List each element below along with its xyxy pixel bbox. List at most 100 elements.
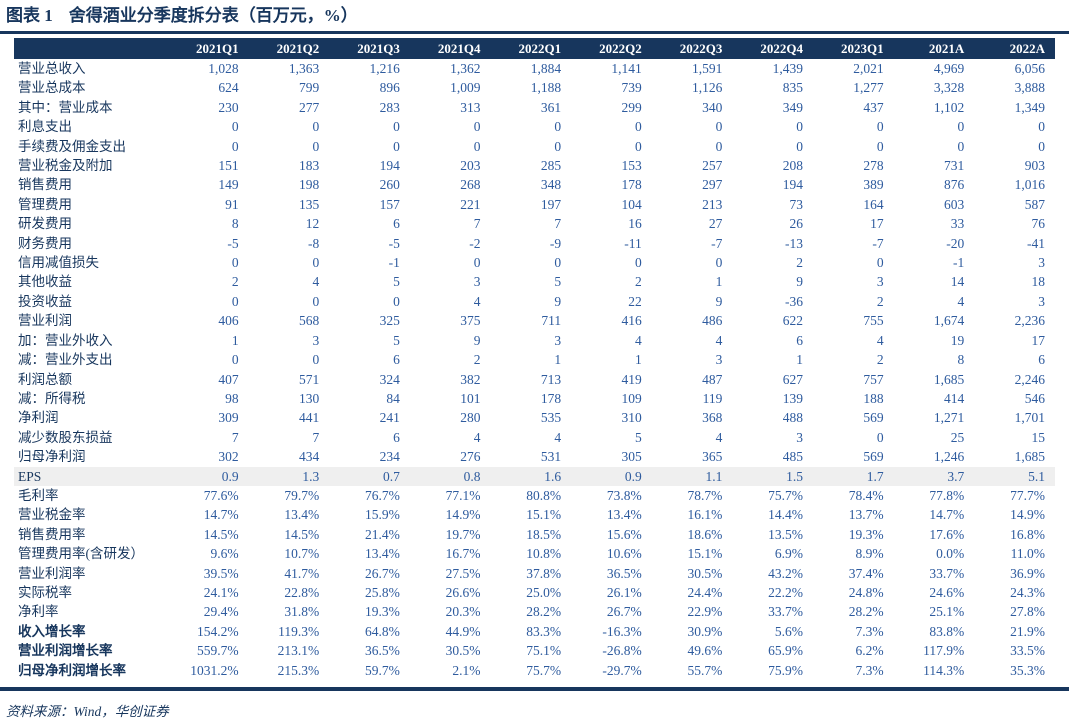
data-cell: 35.3% <box>1010 662 1045 678</box>
data-cell: 375 <box>460 313 481 329</box>
data-cell: 77.7% <box>1010 487 1045 503</box>
data-cell: 3,888 <box>1014 80 1045 96</box>
row-label: 管理费用 <box>18 196 72 212</box>
data-cell: 340 <box>702 99 723 115</box>
data-cell: 15.9% <box>365 507 400 523</box>
data-cell: 711 <box>541 313 562 329</box>
row-label: 净利润 <box>18 410 59 426</box>
row-label: 营业税金率 <box>18 507 86 523</box>
data-cell: 2 <box>796 255 803 271</box>
data-cell: 26.7% <box>365 565 400 581</box>
data-cell: -26.8% <box>602 643 642 659</box>
column-header: 2021Q4 <box>409 38 491 59</box>
data-cell: 0 <box>876 119 884 135</box>
data-cell: 313 <box>460 99 481 115</box>
data-cell: 17 <box>1031 332 1046 348</box>
data-cell: 77.6% <box>203 487 239 503</box>
data-cell: 627 <box>782 371 803 387</box>
row-label: 营业税金及附加 <box>18 158 113 174</box>
data-cell: 0 <box>231 293 239 309</box>
table-row: 营业总成本 624 799 896 1,009 1,188 739 1,126 835 1,277… <box>14 78 1055 97</box>
table-row: 信用减值损失 0 0 -1 0 0 0 0 2 0 -1 3 <box>14 253 1055 272</box>
quarterly-breakdown-table: 2021Q1 2021Q2 2021Q3 2021Q4 2022Q1 2022Q2 2022… <box>14 38 1055 680</box>
data-cell: 1,685 <box>933 371 965 387</box>
table-row: 销售费用率 14.5% 14.5% 21.4% 19.7% 18.5% 15.6% 18.6%… <box>14 525 1055 544</box>
data-cell: 29.4% <box>203 604 239 620</box>
data-cell: 17 <box>870 216 884 232</box>
data-cell: 213.1% <box>277 643 320 659</box>
table-row: 利润总额 407 571 324 382 713 419 487 627 757 1,685 2,24… <box>14 370 1055 389</box>
data-cell: 348 <box>540 177 562 193</box>
data-cell: 0 <box>957 119 965 135</box>
data-cell: 76 <box>1031 216 1046 232</box>
data-cell: 1,246 <box>933 449 965 465</box>
data-cell: 361 <box>540 99 562 115</box>
data-cell: 16 <box>628 216 642 232</box>
data-cell: 277 <box>299 99 320 115</box>
row-label: 减：营业外支出 <box>18 352 113 368</box>
table-row: 减少数股东损益 7 7 6 4 4 5 4 3 0 25 15 <box>14 428 1055 447</box>
data-cell: -2 <box>469 235 481 251</box>
data-cell: 14.5% <box>203 526 239 542</box>
data-cell: 1031.2% <box>190 662 239 678</box>
data-cell: 101 <box>460 390 481 406</box>
data-cell: 4 <box>876 332 884 348</box>
data-cell: 1.1 <box>651 466 733 486</box>
data-cell: 14 <box>950 274 965 290</box>
data-cell: 30.5% <box>687 565 723 581</box>
data-cell: 153 <box>621 158 642 174</box>
data-cell: 546 <box>1024 390 1045 406</box>
data-cell: 4 <box>473 293 481 309</box>
data-cell: 1,701 <box>1014 410 1045 426</box>
data-cell: 44.9% <box>445 623 481 639</box>
data-cell: 0 <box>554 119 562 135</box>
data-cell: 1,216 <box>369 61 400 76</box>
data-cell: 9 <box>473 332 481 348</box>
data-cell: 6 <box>393 429 400 445</box>
data-cell: 1,685 <box>1014 449 1045 465</box>
row-label: 手续费及佣金支出 <box>18 138 126 154</box>
data-cell: 25.0% <box>526 584 562 600</box>
data-cell: 164 <box>863 196 884 212</box>
data-cell: 6.2% <box>855 643 884 659</box>
data-cell: 0 <box>715 119 723 135</box>
data-cell: 77.1% <box>445 487 481 503</box>
data-cell: 13.4% <box>606 507 642 523</box>
data-cell: 1,349 <box>1014 99 1045 115</box>
data-cell: 157 <box>379 196 400 212</box>
data-cell: 309 <box>218 410 239 426</box>
table-row: 管理费用 91 135 157 221 197 104 213 73 164 603 587 <box>14 195 1055 214</box>
data-cell: 9 <box>554 293 562 309</box>
data-cell: 487 <box>702 371 723 387</box>
data-cell: -36 <box>785 293 803 309</box>
data-cell: 365 <box>702 449 723 465</box>
data-cell: 13.4% <box>284 507 320 523</box>
data-cell: 15 <box>1031 429 1046 445</box>
column-header: 2022Q1 <box>490 38 572 59</box>
data-cell: 257 <box>702 158 723 174</box>
data-cell: 73 <box>789 196 804 212</box>
table-row: 管理费用率(含研发） 9.6% 10.7% 13.4% 16.7% 10.8% 10.6% 1… <box>14 544 1055 563</box>
data-cell: 7.3% <box>855 662 884 678</box>
data-cell: 739 <box>621 80 642 96</box>
data-cell: 151 <box>218 158 239 174</box>
data-cell: 876 <box>944 177 965 193</box>
data-cell: 276 <box>460 449 481 465</box>
data-cell: 25 <box>950 429 965 445</box>
data-cell: 485 <box>782 449 803 465</box>
data-cell: 325 <box>379 313 400 329</box>
data-cell: 31.8% <box>284 604 320 620</box>
data-cell: 624 <box>218 80 239 96</box>
data-cell: 26.6% <box>445 584 481 600</box>
data-cell: 25.8% <box>365 584 400 600</box>
data-cell: 8 <box>231 216 239 232</box>
data-cell: 26.1% <box>606 584 642 600</box>
data-cell: 33.5% <box>1010 643 1045 659</box>
data-cell: 3 <box>715 352 723 368</box>
data-cell: 1,439 <box>772 61 803 76</box>
data-cell: 114.3% <box>923 662 965 678</box>
data-cell: 14.9% <box>1010 507 1045 523</box>
data-cell: 0 <box>554 138 562 154</box>
data-cell: 260 <box>379 177 400 193</box>
data-cell: 16.8% <box>1010 526 1045 542</box>
